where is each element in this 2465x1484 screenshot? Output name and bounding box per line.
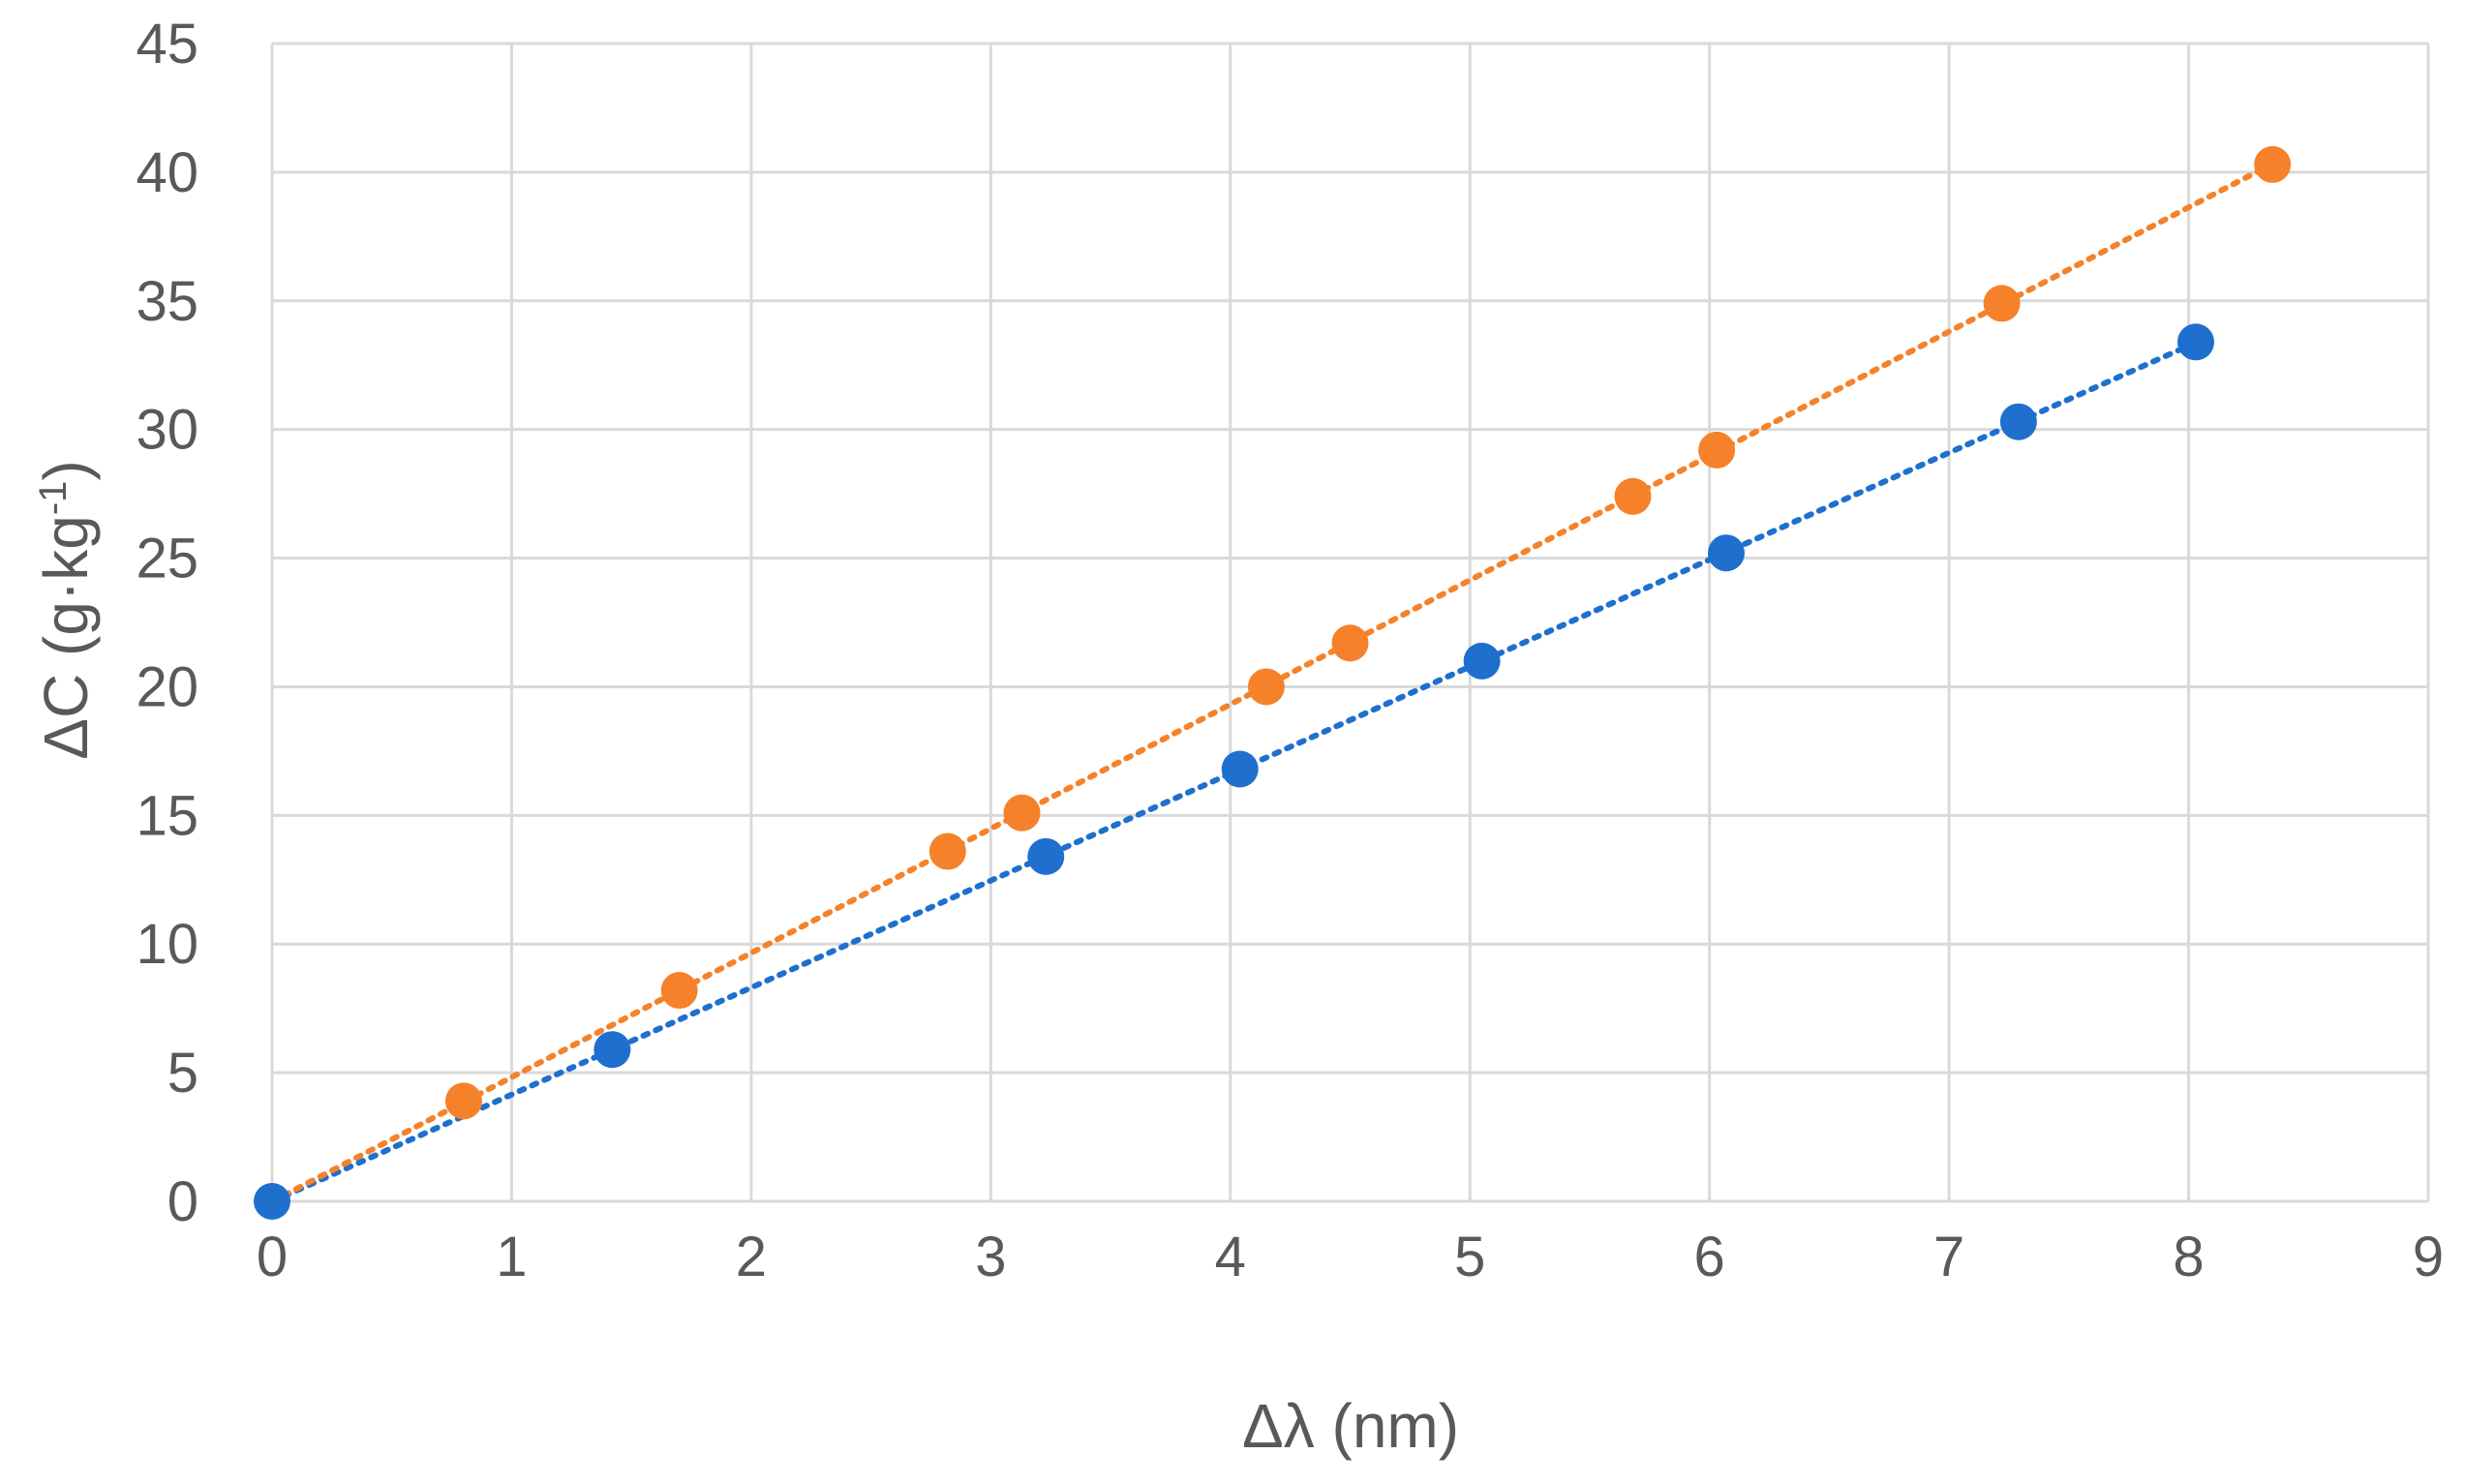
- x-tick-label-9: 9: [2413, 1226, 2444, 1288]
- y-axis-title-superscript: -1: [32, 481, 75, 516]
- series-orange-point-5: [1331, 624, 1369, 662]
- series-blue-point-4: [1463, 642, 1501, 680]
- y-tick-label-30: 30: [136, 399, 198, 462]
- y-tick-label-15: 15: [136, 784, 198, 847]
- series-blue-point-5: [1707, 534, 1745, 572]
- x-axis-tick-labels: 0 1 2 3 4 5 6 7 8 9: [257, 1226, 2444, 1288]
- y-axis-title-close: ): [31, 460, 101, 480]
- series-orange-point-0: [444, 1082, 482, 1120]
- x-tick-label-8: 8: [2173, 1226, 2204, 1288]
- x-tick-label-6: 6: [1694, 1226, 1725, 1288]
- x-tick-label-4: 4: [1215, 1226, 1246, 1288]
- series-orange-point-9: [2254, 145, 2292, 183]
- series-orange-point-7: [1698, 431, 1736, 469]
- y-tick-label-20: 20: [136, 655, 198, 718]
- x-tick-label-5: 5: [1454, 1226, 1485, 1288]
- gridlines: [270, 42, 2430, 1203]
- series-orange-point-6: [1614, 477, 1652, 515]
- series-orange-point-4: [1247, 668, 1285, 706]
- series-blue-point-6: [1999, 403, 2037, 440]
- y-tick-label-0: 0: [167, 1170, 198, 1233]
- y-tick-label-5: 5: [167, 1042, 198, 1105]
- x-tick-label-7: 7: [1933, 1226, 1964, 1288]
- y-tick-label-45: 45: [136, 13, 198, 76]
- x-axis-title: Δλ (nm): [1242, 1391, 1459, 1461]
- x-tick-label-1: 1: [496, 1226, 527, 1288]
- series-orange-point-1: [660, 972, 698, 1010]
- y-tick-label-10: 10: [136, 913, 198, 976]
- series-blue-point-0: [254, 1183, 290, 1220]
- x-tick-label-0: 0: [257, 1226, 288, 1288]
- y-axis-title: ΔC (g·kg-1): [31, 460, 101, 759]
- y-tick-label-25: 25: [136, 528, 198, 591]
- y-axis-tick-labels: 0 5 10 15 20 25 30 35 40 45: [136, 13, 198, 1233]
- series-orange-point-3: [1003, 794, 1041, 832]
- x-tick-label-3: 3: [975, 1226, 1006, 1288]
- y-axis-title-main: ΔC (g·kg: [31, 515, 101, 760]
- series-orange-point-2: [928, 833, 966, 870]
- y-tick-label-40: 40: [136, 141, 198, 204]
- series-blue-point-2: [1027, 837, 1065, 875]
- series-blue-point-3: [1221, 750, 1259, 788]
- series-blue-point-1: [593, 1031, 631, 1069]
- series-orange-point-8: [1983, 285, 2021, 322]
- data-points: [254, 145, 2292, 1220]
- y-tick-label-35: 35: [136, 270, 198, 333]
- x-tick-label-2: 2: [736, 1226, 767, 1288]
- series-blue-trendline: [269, 339, 2199, 1205]
- series-blue-point-7: [2176, 323, 2214, 361]
